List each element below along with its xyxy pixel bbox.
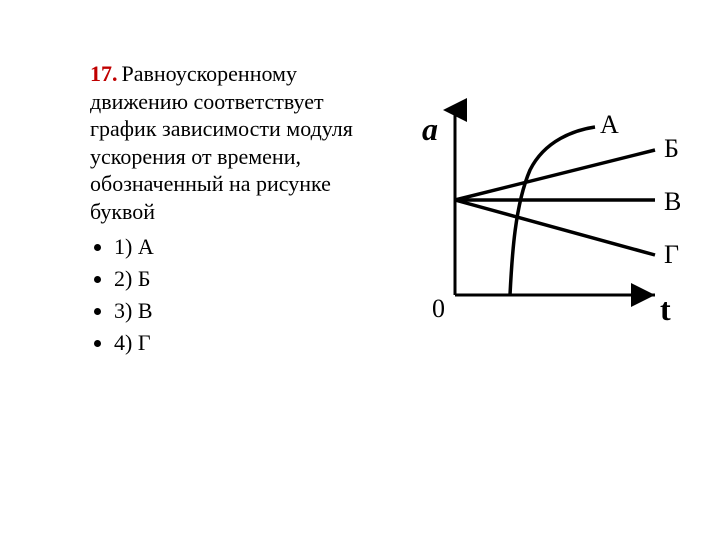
question-number: 17. bbox=[90, 61, 118, 86]
acceleration-graph: a t 0 А Б В Г bbox=[400, 95, 680, 345]
answer-option: 4) Г bbox=[114, 327, 370, 359]
origin-label: 0 bbox=[432, 294, 445, 323]
question-body: Равноускоренному движению соответствует … bbox=[90, 61, 353, 224]
slide: 17. Равноускоренному движению соответств… bbox=[0, 0, 720, 540]
y-axis-label: a bbox=[422, 111, 438, 147]
question-text-wrap: 17. Равноускоренному движению соответств… bbox=[90, 60, 370, 225]
label-g: Г bbox=[664, 240, 679, 269]
line-g bbox=[455, 200, 655, 255]
x-axis-label: t bbox=[660, 291, 671, 327]
answer-option: 2) Б bbox=[114, 263, 370, 295]
line-b bbox=[455, 150, 655, 200]
label-b: Б bbox=[664, 134, 679, 163]
curve-a bbox=[510, 127, 595, 295]
answer-option: 3) В bbox=[114, 295, 370, 327]
graph-svg: a t 0 А Б В Г bbox=[400, 95, 680, 345]
label-v: В bbox=[664, 187, 680, 216]
answer-list: 1) А 2) Б 3) В 4) Г bbox=[90, 231, 370, 359]
answer-option: 1) А bbox=[114, 231, 370, 263]
question-block: 17. Равноускоренному движению соответств… bbox=[90, 60, 370, 359]
label-a: А bbox=[600, 110, 619, 139]
